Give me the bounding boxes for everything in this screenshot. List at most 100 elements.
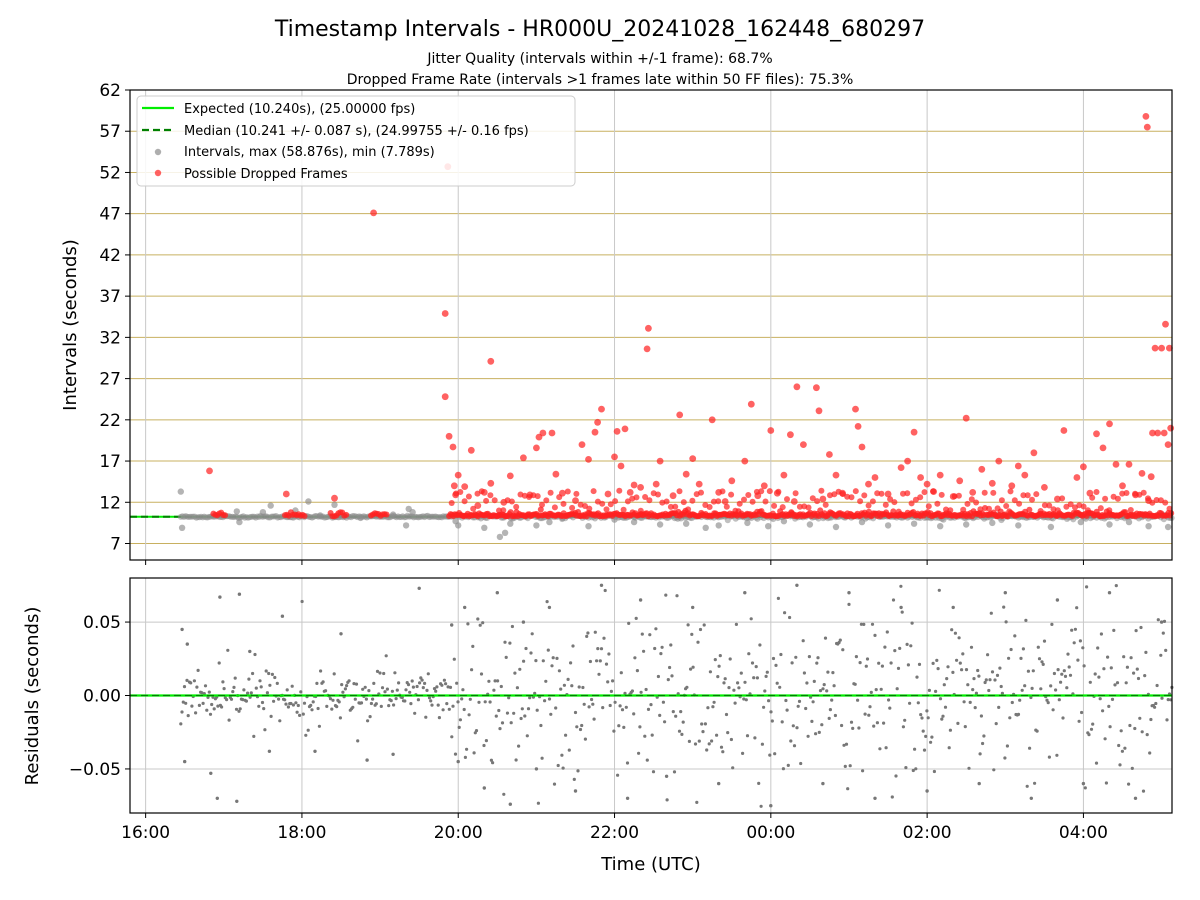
- residual-point: [1072, 641, 1076, 645]
- residual-point: [737, 686, 741, 690]
- dropped-frame-point: [869, 498, 876, 505]
- residual-point: [455, 681, 459, 685]
- dropped-frame-point: [370, 209, 377, 217]
- residual-point: [294, 701, 298, 705]
- interval-point: [683, 520, 690, 527]
- residual-point: [830, 698, 834, 702]
- residual-point: [741, 751, 745, 756]
- dropped-frame-point: [539, 429, 547, 437]
- residual-point: [259, 685, 263, 689]
- residual-point: [457, 725, 461, 730]
- residual-point: [1003, 591, 1007, 595]
- residual-point: [646, 707, 651, 712]
- residual-point: [244, 699, 248, 703]
- residual-point: [677, 729, 682, 733]
- dropped-frame-point: [586, 505, 593, 512]
- residual-point: [363, 685, 367, 689]
- residual-point: [343, 687, 347, 691]
- residual-point: [950, 628, 954, 632]
- residual-point: [1085, 585, 1089, 589]
- residual-point: [817, 730, 821, 735]
- residual-point: [331, 698, 335, 702]
- residual-point: [609, 689, 614, 694]
- residual-point: [382, 671, 386, 676]
- intervals-y-tick-label: 12: [99, 493, 121, 513]
- residual-point: [883, 645, 887, 649]
- residual-point: [795, 726, 799, 730]
- residual-point: [935, 658, 939, 663]
- interval-point: [481, 524, 488, 531]
- residual-point: [987, 688, 991, 693]
- residual-point: [767, 699, 771, 703]
- residual-point: [927, 688, 932, 693]
- residual-point: [554, 706, 558, 710]
- residual-point: [359, 701, 364, 705]
- residual-point: [745, 734, 750, 738]
- dropped-frame-point: [1054, 495, 1061, 503]
- residual-point: [931, 661, 935, 666]
- residual-point: [1161, 631, 1165, 635]
- residual-point: [185, 642, 189, 646]
- residual-point: [383, 690, 387, 694]
- residual-point: [884, 746, 888, 750]
- residual-point: [508, 641, 512, 645]
- dropped-frame-point: [643, 345, 651, 353]
- dropped-frame-point: [710, 498, 717, 505]
- residual-point: [743, 680, 747, 684]
- residual-point: [510, 624, 514, 629]
- residual-point: [611, 679, 615, 683]
- residual-point: [722, 681, 726, 685]
- interval-point: [507, 520, 514, 527]
- residual-point: [607, 652, 611, 656]
- residual-point: [339, 632, 343, 636]
- dropped-frame-point: [695, 480, 703, 488]
- dropped-frame-point: [1164, 441, 1172, 448]
- interval-point: [1164, 523, 1172, 531]
- residual-point: [1110, 697, 1115, 702]
- residual-point: [979, 714, 984, 718]
- residual-point: [763, 689, 767, 693]
- residual-point: [235, 799, 239, 803]
- residual-point: [523, 714, 527, 718]
- residual-point: [364, 697, 368, 701]
- residual-point: [823, 636, 828, 640]
- dropped-frame-point: [871, 474, 879, 481]
- residual-point: [221, 680, 225, 684]
- residual-point: [1020, 688, 1024, 692]
- residual-point: [205, 708, 209, 712]
- residual-point: [201, 701, 205, 706]
- residual-point: [1119, 729, 1123, 733]
- residual-point: [805, 681, 809, 685]
- residual-point: [770, 719, 774, 723]
- residual-point: [601, 706, 605, 710]
- residual-point: [791, 724, 795, 728]
- dropped-frame-point: [767, 427, 775, 434]
- intervals-y-tick-label: 52: [99, 163, 121, 183]
- residual-point: [253, 652, 257, 657]
- dropped-frame-point: [573, 490, 580, 497]
- residual-point: [426, 672, 430, 676]
- dropped-frame-point: [487, 479, 495, 487]
- residual-point: [268, 683, 272, 687]
- dropped-frame-point: [1154, 429, 1162, 437]
- dropped-frame-point: [994, 505, 1001, 512]
- interval-point: [305, 498, 312, 505]
- residual-point: [375, 669, 380, 674]
- residual-point: [659, 652, 663, 656]
- residual-point: [665, 798, 669, 802]
- dropped-frame-point: [1037, 508, 1044, 514]
- residual-point: [302, 701, 307, 705]
- residual-point: [642, 649, 646, 653]
- residual-point: [670, 674, 674, 678]
- interval-point: [236, 518, 243, 526]
- dropped-frame-point: [613, 428, 621, 435]
- residual-point: [270, 672, 274, 677]
- residual-point: [495, 591, 499, 595]
- residual-point: [299, 690, 303, 694]
- residual-point: [599, 647, 604, 651]
- interval-point: [501, 529, 509, 536]
- residual-point: [316, 706, 320, 711]
- intervals-y-tick-label: 62: [99, 81, 121, 101]
- residual-point: [962, 700, 966, 704]
- residual-point: [286, 705, 290, 709]
